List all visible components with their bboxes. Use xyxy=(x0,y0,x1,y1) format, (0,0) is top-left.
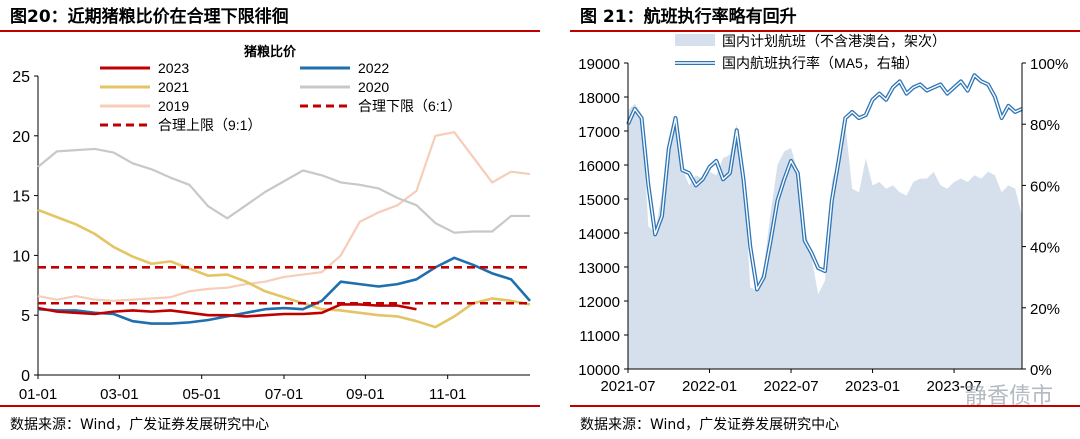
y-tick-label-right: 80% xyxy=(1030,117,1060,134)
series-line-2019 xyxy=(37,131,531,302)
x-tick-label: 2023-01 xyxy=(845,378,900,395)
legend-label: 合理下限（6:1） xyxy=(358,98,461,114)
flight-execution-chart: 10000 11000 12000 13000 14000 15000 16000 17000… xyxy=(578,33,1068,395)
legend-label: 2022 xyxy=(358,60,389,76)
x-tick-label: 2022-07 xyxy=(764,378,819,395)
y-tick-label-right: 20% xyxy=(1030,301,1060,318)
y-tick-label-left: 10000 xyxy=(578,362,620,379)
chart-inner-title: 猪粮比价 xyxy=(243,44,297,59)
x-tick-label: 2023-07 xyxy=(927,378,982,395)
title-divider xyxy=(570,30,1080,32)
series-line-2022 xyxy=(37,256,531,325)
series-line-2020 xyxy=(37,147,530,234)
y-tick-label: 25 xyxy=(12,69,30,86)
x-tick-label: 01-01 xyxy=(19,386,57,403)
y-tick-label-left: 13000 xyxy=(578,260,620,277)
x-tick-label: 11-01 xyxy=(429,386,466,403)
y-tick-label-left: 15000 xyxy=(578,192,620,209)
y-tick-label-right: 100% xyxy=(1030,56,1068,73)
y-tick-label: 5 xyxy=(21,308,30,325)
y-tick-label-right: 60% xyxy=(1030,178,1060,195)
y-tick-label-right: 0% xyxy=(1030,362,1052,379)
x-tick-label: 2021-07 xyxy=(600,378,655,395)
title-divider xyxy=(0,30,540,32)
series-line-2021 xyxy=(37,208,531,329)
pig-grain-ratio-chart: 0 5 10 15 20 25 01-01 03-01 05-01 07-01 09-01 11-01… xyxy=(12,44,531,403)
legend-label: 2023 xyxy=(158,60,189,76)
y-tick-label-left: 17000 xyxy=(578,124,620,141)
series-line-2023 xyxy=(37,303,417,318)
right-source-note: 数据来源：Wind，广发证券发展研究中心 xyxy=(580,417,840,433)
left-source-note: 数据来源：Wind，广发证券发展研究中心 xyxy=(10,417,270,433)
planned-flights-area xyxy=(628,103,1022,370)
source-divider xyxy=(570,405,1080,407)
watermark-logo: 静香债市 xyxy=(965,384,1054,409)
right-chart-panel: 图 21：航班执行率略有回升 10000 11000 12000 13000 14000… xyxy=(570,0,1080,439)
y-tick-label: 15 xyxy=(12,189,30,206)
y-tick-label-left: 19000 xyxy=(578,56,620,73)
execution-rate-line-inner xyxy=(627,74,1023,291)
x-tick-label: 09-01 xyxy=(346,386,384,403)
x-tick-label: 2022-01 xyxy=(682,378,737,395)
y-tick-label-left: 18000 xyxy=(578,90,620,107)
x-tick-label: 07-01 xyxy=(265,386,303,403)
legend-label: 2021 xyxy=(158,79,189,95)
y-tick-label: 0 xyxy=(21,368,30,385)
y-tick-label-left: 11000 xyxy=(579,328,620,345)
legend-label: 国内航班执行率（MA5，右轴） xyxy=(722,55,919,71)
legend-swatch-area xyxy=(675,34,715,46)
left-chart-title: 图20：近期猪粮比价在合理下限徘徊 xyxy=(10,7,289,27)
legend-label: 2019 xyxy=(158,98,189,114)
legend-label: 合理上限（9:1） xyxy=(158,117,261,133)
y-tick-label: 20 xyxy=(12,129,30,146)
y-tick-label-left: 16000 xyxy=(578,158,620,175)
x-tick-label: 05-01 xyxy=(182,386,220,403)
y-tick-label: 10 xyxy=(12,248,30,265)
right-chart-title: 图 21：航班执行率略有回升 xyxy=(580,7,797,27)
y-tick-label-right: 40% xyxy=(1030,240,1060,257)
legend-label: 国内计划航班（不含港澳台，架次） xyxy=(722,33,946,49)
x-tick-label: 03-01 xyxy=(100,386,138,403)
y-tick-label-left: 12000 xyxy=(578,294,620,311)
left-chart-panel: 图20：近期猪粮比价在合理下限徘徊 0 5 10 15 20 25 01-01 03-01 05… xyxy=(0,7,540,433)
legend-label: 2020 xyxy=(358,79,389,95)
y-tick-label-left: 14000 xyxy=(578,226,620,243)
source-divider xyxy=(0,405,540,407)
